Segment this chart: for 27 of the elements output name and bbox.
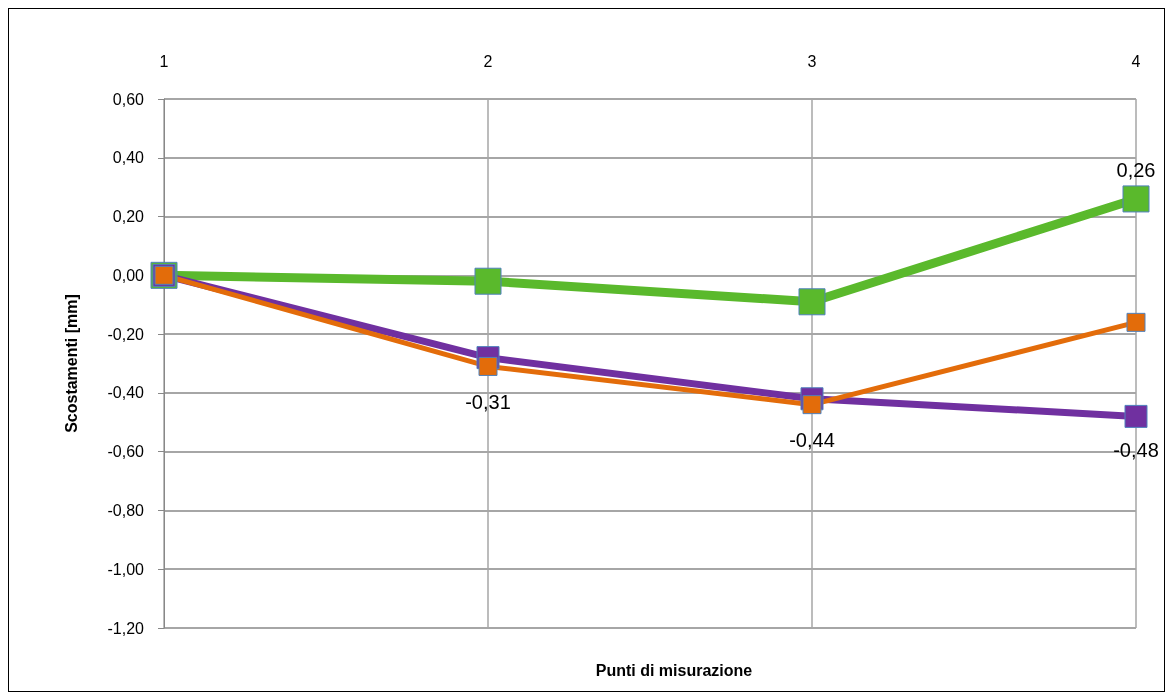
data-label: -0,31 (465, 390, 511, 413)
data-label: 0,26 (1116, 159, 1156, 182)
point (478, 356, 498, 376)
y-tick-label: 0,20 (112, 208, 145, 226)
y-tick-label: 0,40 (112, 149, 145, 167)
y-tick-label: -1,00 (107, 560, 145, 578)
point (1126, 312, 1146, 332)
point (802, 395, 822, 415)
y-tick-label: -0,80 (107, 501, 145, 519)
y-axis-title: Scostamenti [mm] (62, 294, 80, 433)
y-tick-label: -0,20 (107, 325, 145, 343)
x-tick-label: 3 (807, 52, 817, 70)
y-tick-label: 0,00 (112, 266, 145, 284)
data-label: -0,48 (1113, 438, 1159, 461)
point (1122, 185, 1150, 213)
y-tick-label: -0,60 (107, 443, 145, 461)
x-tick-label: 2 (483, 52, 493, 70)
y-tick-label: -0,40 (107, 384, 145, 402)
data-label: -0,44 (789, 429, 835, 452)
point (1124, 404, 1148, 428)
point (798, 288, 826, 316)
x-tick-label: 4 (1131, 52, 1141, 70)
point (474, 267, 502, 295)
x-axis-title: Punti di misurazione (595, 661, 753, 679)
y-tick-label: -1,20 (107, 619, 145, 637)
x-tick-label: 1 (159, 52, 169, 70)
y-tick-label: 0,60 (112, 90, 145, 108)
